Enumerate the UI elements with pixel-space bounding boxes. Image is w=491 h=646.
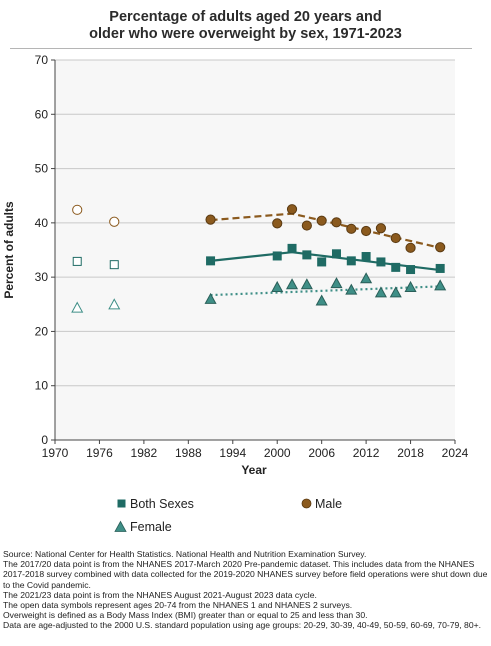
- open-data-point: [72, 256, 82, 266]
- data-point: [374, 286, 387, 298]
- y-tick-label: 50: [35, 162, 49, 176]
- data-point: [315, 294, 328, 306]
- x-tick-label: 2018: [397, 446, 424, 460]
- note-definition: Overweight is defined as a Body Mass Ind…: [3, 610, 368, 621]
- data-point: [360, 272, 373, 284]
- x-axis-label: Year: [241, 463, 267, 477]
- gridlines: [55, 59, 455, 387]
- data-point: [285, 278, 299, 290]
- chart-title-line-1: Percentage of adults aged 20 years and: [109, 9, 382, 25]
- open-data-point: [108, 298, 121, 310]
- data-point: [404, 280, 417, 292]
- source-notes: Source: National Center for Health Stati…: [3, 549, 489, 631]
- y-tick-label: 60: [35, 107, 49, 121]
- chart-title: Percentage of adults aged 20 years and o…: [0, 9, 491, 43]
- y-tick-label: 20: [35, 324, 49, 338]
- open-data-point: [71, 301, 84, 313]
- data-point: [204, 292, 217, 304]
- data-point: [286, 204, 298, 215]
- note-2021-2023: The 2021/23 data point is from the NHANE…: [3, 589, 317, 600]
- data-point: [345, 283, 358, 295]
- data-point: [206, 256, 216, 266]
- y-tick-label: 0: [41, 433, 48, 447]
- x-tick-label: 1976: [86, 446, 113, 460]
- x-tick-label: 1994: [219, 446, 246, 460]
- note-open-symbols: The open data symbols represent ages 20-…: [3, 600, 353, 611]
- data-point: [346, 223, 357, 234]
- data-point: [301, 220, 312, 231]
- data-point: [287, 243, 297, 253]
- data-point: [361, 252, 371, 262]
- y-tick-label: 70: [35, 53, 49, 67]
- title-divider: [10, 48, 472, 49]
- open-data-point: [109, 260, 119, 270]
- note-age-adjusted: Data are age-adjusted to the 2000 U.S. s…: [3, 620, 482, 631]
- data-point: [272, 251, 282, 261]
- line-chart: 0 10 20 30 40 50 60 70 1970 1976 1982 1988 1994 2000…: [2, 53, 469, 477]
- data-point: [317, 257, 327, 267]
- data-point: [434, 279, 447, 291]
- data-point: [375, 223, 387, 234]
- open-data-point: [109, 216, 120, 227]
- data-point: [330, 277, 343, 289]
- square-marker-icon: [117, 499, 126, 508]
- x-tick-label: 2006: [308, 446, 335, 460]
- data-point: [390, 232, 401, 244]
- data-point: [406, 265, 416, 275]
- chart-title-line-2: older who were overweight by sex, 1971-2…: [89, 26, 402, 42]
- circle-marker-icon: [301, 498, 312, 509]
- data-point: [205, 214, 216, 225]
- x-tick-label: 2012: [353, 446, 380, 460]
- data-point: [435, 242, 446, 253]
- x-tick-label: 1988: [175, 446, 202, 460]
- data-point: [272, 218, 283, 229]
- data-point: [316, 215, 327, 226]
- data-point: [331, 249, 341, 259]
- note-2017-2020: The 2017/20 data point is from the NHANE…: [3, 559, 488, 590]
- note-source: Source: National Center for Health Stati…: [3, 549, 367, 559]
- axes: [54, 60, 455, 441]
- data-point: [300, 278, 313, 290]
- plot-area: [55, 60, 455, 440]
- data-point: [346, 256, 356, 266]
- legend-label-male: Male: [315, 497, 343, 511]
- data-point: [405, 242, 416, 253]
- data-point: [391, 262, 401, 272]
- data-point: [302, 250, 312, 260]
- y-tick-label: 10: [35, 379, 49, 393]
- y-axis-ticks: 0 10 20 30 40 50 60 70: [35, 53, 55, 447]
- data-point: [376, 257, 386, 267]
- data-point: [361, 225, 372, 237]
- y-tick-label: 40: [35, 216, 49, 230]
- y-tick-label: 30: [35, 270, 49, 284]
- legend-label-female: Female: [130, 520, 172, 534]
- legend-label-both-sexes: Both Sexes: [130, 497, 194, 511]
- x-tick-label: 2024: [442, 446, 469, 460]
- y-axis-label: Percent of adults: [2, 201, 16, 299]
- x-axis-ticks: 1970 1976 1982 1988 1994 2000 2006 2012 2018 2024: [42, 440, 469, 460]
- trend-line: [210, 285, 441, 297]
- x-tick-label: 1982: [131, 446, 158, 460]
- triangle-marker-icon: [114, 520, 127, 532]
- data-point: [331, 217, 342, 228]
- data-point: [435, 263, 445, 273]
- x-tick-label: 1970: [42, 446, 69, 460]
- open-data-point: [72, 204, 83, 215]
- x-tick-label: 2000: [264, 446, 291, 460]
- data-point: [389, 286, 402, 298]
- data-markers: [71, 204, 447, 313]
- data-point: [271, 280, 284, 292]
